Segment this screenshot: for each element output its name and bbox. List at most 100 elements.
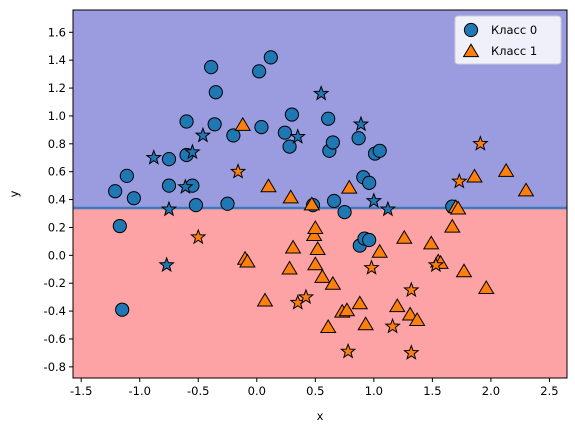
x-tick-label: 0.5 <box>306 384 324 398</box>
class-1-point <box>314 268 331 283</box>
y-tick-label: 0.8 <box>48 137 66 151</box>
class-0-point <box>337 205 352 220</box>
class-1-point <box>307 220 324 235</box>
x-tick-label: -1.0 <box>128 384 150 398</box>
y-tick-label: 0.4 <box>48 193 66 207</box>
class-1-star-point <box>297 288 315 305</box>
class-0-point <box>362 232 377 248</box>
class-0-point <box>179 114 194 129</box>
class-1-point <box>324 275 342 290</box>
x-tick-label: 1.5 <box>423 384 441 398</box>
data-points <box>108 50 535 360</box>
class-0-point <box>362 175 377 190</box>
class-0-point <box>119 168 134 183</box>
class-1-star-point <box>472 135 489 151</box>
class-0-point <box>126 191 141 206</box>
legend-box <box>454 15 562 65</box>
y-tick-label: 0.0 <box>48 248 66 262</box>
y-tick-label: -0.2 <box>44 276 66 290</box>
class-1-point <box>466 168 483 183</box>
y-tick-label: 1.2 <box>48 81 66 95</box>
x-tick-label: -1.5 <box>70 384 92 398</box>
class-0-star-point <box>312 84 330 101</box>
class-1-point <box>256 292 274 307</box>
class-1-star-point <box>451 172 468 189</box>
y-tick-label: 0.6 <box>48 165 66 179</box>
class-0-point <box>115 302 130 317</box>
class-1-point <box>284 239 302 254</box>
class-1-point <box>408 312 426 327</box>
class-0-point <box>108 184 123 199</box>
class-0-star-point <box>379 200 397 217</box>
class-0-star-point <box>289 128 306 144</box>
class-1-star-point <box>339 342 357 359</box>
class-1-point <box>517 182 535 197</box>
class-1-point <box>351 295 369 310</box>
class-0-point <box>226 128 241 143</box>
class-1-point <box>319 319 337 333</box>
class-1-point <box>338 302 356 317</box>
class-0-point <box>220 196 235 211</box>
legend-label: Класс 1 <box>491 44 537 58</box>
y-tick-label: -0.6 <box>44 332 66 346</box>
class-0-star-point <box>145 149 162 165</box>
class-0-point <box>204 60 219 75</box>
class-1-point <box>357 316 374 331</box>
class-0-star-point <box>158 256 175 273</box>
y-tick-label: 1.6 <box>48 25 66 39</box>
class-1-point <box>371 243 388 258</box>
class-1-point <box>395 229 413 244</box>
class-1-point <box>305 227 323 241</box>
class-1-star-point <box>403 281 420 298</box>
class-1-star-point <box>190 228 207 245</box>
class-1-point <box>239 253 256 268</box>
legend-triangle-icon <box>462 43 480 58</box>
class-1-point <box>340 179 358 194</box>
class-1-star-point <box>229 163 247 179</box>
x-tick-label: 0.0 <box>248 384 266 398</box>
class-0-point <box>207 117 222 132</box>
class-1-star-point <box>427 256 445 273</box>
class-0-point <box>161 152 177 167</box>
class-1-point <box>307 256 324 271</box>
class-0-point <box>326 193 342 209</box>
legend: Класс 0 Класс 1 <box>454 15 562 65</box>
class-1-point <box>260 178 277 193</box>
class-1-point <box>309 240 326 255</box>
class-0-point <box>252 64 267 79</box>
class-1-star-point <box>384 317 401 334</box>
class-1-point <box>449 200 467 215</box>
y-tick-label: 0.2 <box>48 220 66 234</box>
y-axis-label: y <box>7 190 21 197</box>
class-0-star-point <box>365 192 383 208</box>
legend-circle-icon <box>463 22 479 38</box>
class-1-point <box>303 196 321 211</box>
class-1-point <box>281 260 298 275</box>
y-tick-label: 1.4 <box>48 53 66 67</box>
class-0-point <box>321 111 336 126</box>
class-1-point <box>401 306 419 321</box>
x-tick-label: 1.0 <box>365 384 383 398</box>
class-1-point <box>497 162 515 177</box>
x-axis-ticks: -1.5 -1.0 -0.5 0.0 0.5 1.0 1.5 2.0 2.5 <box>70 378 559 398</box>
class-1-point <box>477 280 495 294</box>
class-0-point <box>208 85 223 100</box>
x-axis-label: x <box>317 409 324 423</box>
class-0-point <box>254 119 269 135</box>
class-0-point <box>277 125 292 140</box>
y-tick-label: -0.4 <box>44 304 66 318</box>
class-0-point <box>284 107 300 122</box>
class-0-point <box>161 178 177 193</box>
class-1-point <box>455 263 473 278</box>
class-0-point <box>112 218 127 234</box>
y-tick-label: -0.8 <box>44 360 66 374</box>
class-0-star-point <box>184 143 201 160</box>
class-1-point <box>443 218 461 233</box>
plot-frame <box>72 9 568 379</box>
class-0-star-point <box>194 126 212 143</box>
class-0-point <box>325 135 340 150</box>
class-0-star-point <box>352 115 370 132</box>
class-0-star-point <box>160 200 178 217</box>
class-1-star-point <box>403 344 420 360</box>
